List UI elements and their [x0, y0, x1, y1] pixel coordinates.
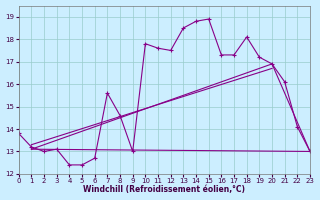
X-axis label: Windchill (Refroidissement éolien,°C): Windchill (Refroidissement éolien,°C)	[84, 185, 245, 194]
